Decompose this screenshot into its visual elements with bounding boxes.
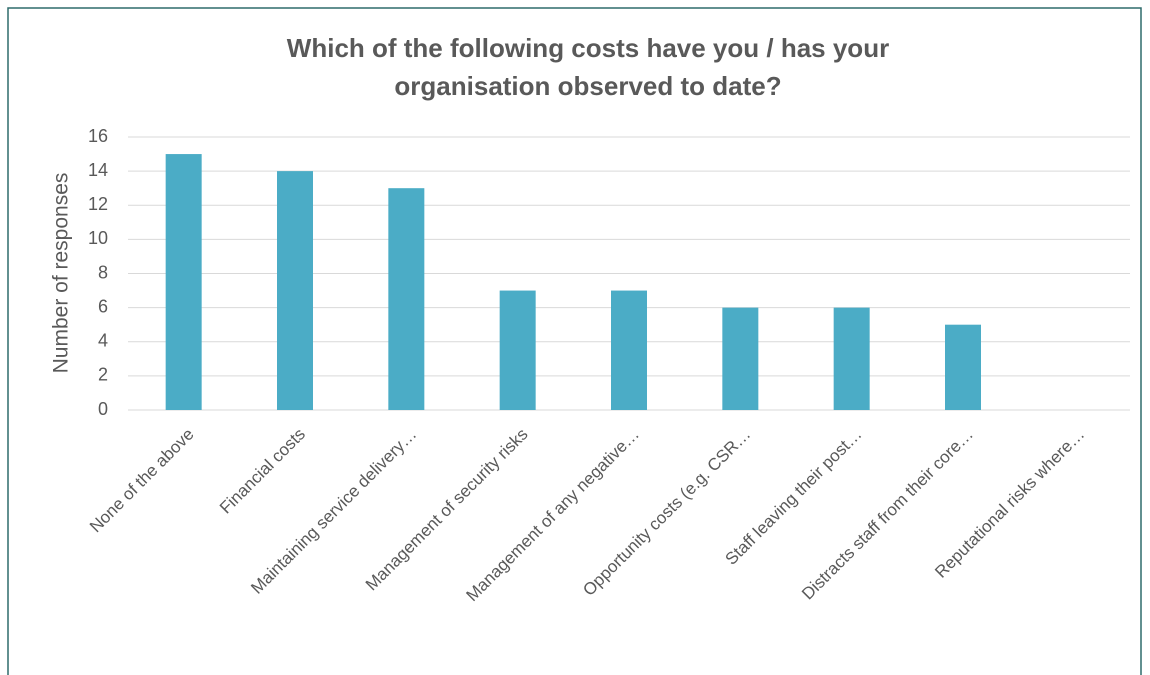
y-axis-label: Number of responses: [50, 173, 73, 374]
chart-title: organisation observed to date?: [394, 71, 781, 101]
x-tick-label: Financial costs: [216, 425, 309, 518]
bar: [945, 324, 981, 410]
y-tick-label: 12: [88, 194, 108, 214]
bar: [165, 154, 202, 410]
bar: [499, 290, 536, 410]
x-tick-label: Management of any negative…: [462, 425, 643, 606]
y-tick-label: 4: [98, 331, 108, 351]
y-tick-label: 10: [88, 228, 108, 248]
y-tick-label: 16: [88, 126, 108, 146]
bar: [833, 307, 870, 410]
bar: [722, 307, 759, 410]
bar: [388, 188, 425, 410]
y-tick-label: 6: [98, 296, 108, 316]
y-tick-label: 2: [98, 365, 108, 385]
frame: [7, 7, 1142, 675]
y-tick-label: 0: [98, 399, 108, 419]
y-tick-label: 8: [98, 262, 108, 282]
bar: [611, 290, 647, 410]
y-tick-label: 14: [88, 160, 108, 180]
chart-title: Which of the following costs have you / …: [287, 33, 889, 63]
x-tick-label: None of the above: [86, 425, 198, 537]
bar: [277, 171, 313, 410]
